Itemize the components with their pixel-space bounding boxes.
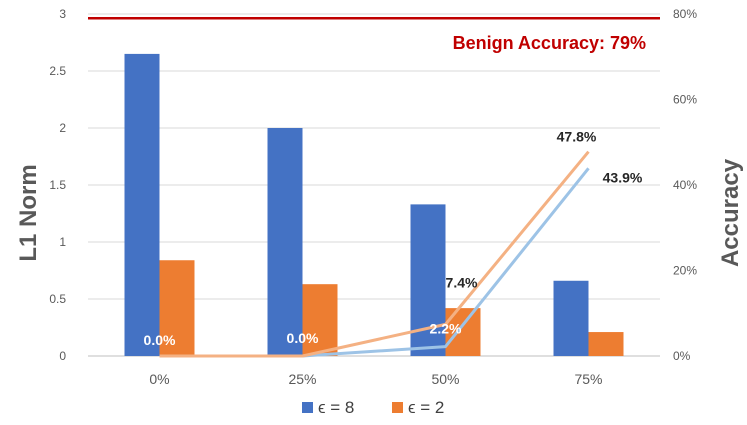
x-tick-label: 25% bbox=[288, 371, 316, 387]
y-tick-label: 1 bbox=[59, 235, 66, 249]
line-data-label: 7.4% bbox=[446, 274, 478, 290]
bar bbox=[124, 53, 160, 357]
accuracy-lines bbox=[159, 150, 590, 358]
line-data-label: 43.9% bbox=[603, 169, 643, 185]
line-data-labels: 0.0% 0.0% 7.4% 47.8% 2.2% 43.9% bbox=[144, 129, 643, 348]
legend-label: ϵ = 2 bbox=[408, 398, 444, 417]
y-tick-label: 0 bbox=[59, 349, 66, 363]
y-right-tick-label: 20% bbox=[673, 264, 697, 278]
x-tick-labels: 0% 25% 50% 75% bbox=[149, 371, 602, 387]
x-tick-label: 50% bbox=[431, 371, 459, 387]
x-tick-label: 75% bbox=[574, 371, 602, 387]
legend: ϵ = 8 ϵ = 2 bbox=[302, 398, 444, 417]
x-tick-label: 0% bbox=[149, 371, 169, 387]
legend-swatch bbox=[302, 402, 313, 413]
line-data-label: 2.2% bbox=[430, 321, 462, 337]
bar bbox=[302, 284, 338, 356]
bar bbox=[159, 260, 195, 356]
line-data-label: 47.8% bbox=[557, 129, 597, 145]
y-right-tick-labels: 0% 20% 40% 60% 80% bbox=[673, 7, 697, 363]
y-tick-label: 1.5 bbox=[49, 178, 66, 192]
line-data-label: 0.0% bbox=[144, 332, 176, 348]
benign-accuracy-label: Benign Accuracy: 79% bbox=[453, 33, 646, 53]
y-right-tick-label: 60% bbox=[673, 93, 697, 107]
legend-label: ϵ = 8 bbox=[318, 398, 354, 417]
bar bbox=[588, 332, 624, 356]
line-data-label: 0.0% bbox=[287, 330, 319, 346]
bar bbox=[553, 280, 589, 356]
y-tick-label: 2 bbox=[59, 121, 66, 135]
y-right-axis-title: Accuracy bbox=[717, 158, 744, 267]
y-tick-labels: 0 0.5 1 1.5 2 2.5 3 bbox=[49, 7, 66, 363]
legend-swatch bbox=[392, 402, 403, 413]
y-right-tick-label: 80% bbox=[673, 7, 697, 21]
y-tick-label: 2.5 bbox=[49, 64, 66, 78]
y-tick-label: 0.5 bbox=[49, 292, 66, 306]
y-right-tick-label: 40% bbox=[673, 178, 697, 192]
y-right-tick-label: 0% bbox=[673, 349, 691, 363]
y-axis-title: L1 Norm bbox=[15, 164, 42, 261]
bar bbox=[267, 128, 303, 356]
bars bbox=[124, 53, 624, 357]
series-line bbox=[159, 167, 590, 358]
y-tick-label: 3 bbox=[59, 7, 66, 21]
series-line bbox=[159, 150, 590, 358]
